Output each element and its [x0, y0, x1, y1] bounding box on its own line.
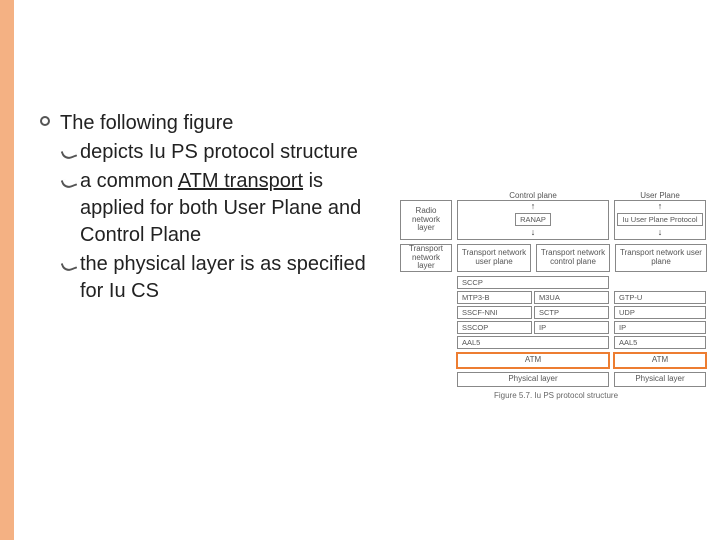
sscop-box: SSCOP	[457, 321, 532, 334]
sub-item-3: the physical layer is as specified for I…	[62, 251, 380, 305]
slide-text-block: The following figure depicts Iu PS proto…	[40, 110, 380, 307]
atm-box-2: ATM	[614, 353, 706, 368]
ip-box-1: IP	[534, 321, 609, 334]
physical-box-1: Physical layer	[457, 372, 609, 387]
arrow-icon: ↓	[531, 228, 536, 237]
udp-box: UDP	[614, 306, 706, 319]
radio-network-layer-label: Radio network layer	[400, 200, 452, 240]
arrow-icon: ↑	[658, 202, 663, 211]
control-plane-label: Control plane	[509, 191, 557, 200]
m3ua-box: M3UA	[534, 291, 609, 304]
user-plane-label: User Plane	[640, 191, 680, 200]
stack-row: SCCP MTP3-B M3UA SSCF-NNI SCTP SSCOP IP …	[400, 276, 712, 349]
accent-sidebar	[0, 0, 14, 540]
sub-item-3-text: the physical layer is as specified for I…	[80, 253, 366, 302]
main-bullet-row: The following figure	[40, 110, 380, 137]
sub-item-1: depicts Iu PS protocol structure	[62, 139, 380, 166]
arrow-icon: ↓	[658, 228, 663, 237]
bullet-icon	[40, 116, 50, 126]
spacer	[400, 353, 452, 368]
control-plane-stack: SCCP MTP3-B M3UA SSCF-NNI SCTP SSCOP IP …	[457, 276, 609, 349]
ranap-box: RANAP	[515, 213, 551, 226]
protocol-diagram: Radio network layer Control plane ↑ RANA…	[400, 200, 712, 400]
main-bullet-text: The following figure	[60, 110, 233, 137]
spacer	[400, 372, 452, 387]
aal5-box-2: AAL5	[614, 336, 706, 349]
arrow-icon: ↑	[531, 202, 536, 211]
transport-layer-label: Transport network layer	[400, 244, 452, 272]
sub-item-2-underlined: ATM transport	[178, 170, 303, 192]
user-plane-stack: GTP-U UDP IP AAL5	[614, 276, 706, 349]
sub-item-1-text: depicts Iu PS protocol structure	[80, 141, 358, 163]
ip-box-2: IP	[614, 321, 706, 334]
mtp3b-box: MTP3-B	[457, 291, 532, 304]
aal5-box-1: AAL5	[457, 336, 609, 349]
gtpu-box: GTP-U	[614, 291, 706, 304]
diagram-caption: Figure 5.7. Iu PS protocol structure	[400, 391, 712, 400]
spacer	[400, 276, 452, 349]
sub-bullet-list: depicts Iu PS protocol structure a commo…	[62, 139, 380, 305]
atm-box-1: ATM	[457, 353, 609, 368]
sub-item-2: a common ATM transport is applied for bo…	[62, 168, 380, 249]
transport-user-plane-1: Transport network user plane	[457, 244, 531, 272]
iu-user-plane-box: Iu User Plane Protocol	[617, 213, 702, 226]
transport-user-plane-2: Transport network user plane	[615, 244, 707, 272]
diagram-header-row: Radio network layer Control plane ↑ RANA…	[400, 200, 712, 240]
sctp-box: SCTP	[534, 306, 609, 319]
physical-row: Physical layer Physical layer	[400, 372, 712, 387]
transport-control-plane: Transport network control plane	[536, 244, 610, 272]
sscf-nni-box: SSCF-NNI	[457, 306, 532, 319]
transport-label-row: Transport network layer Transport networ…	[400, 244, 712, 272]
control-plane-col: Control plane ↑ RANAP ↓	[457, 200, 609, 240]
sub-item-2-before: a common	[80, 170, 178, 192]
physical-box-2: Physical layer	[614, 372, 706, 387]
atm-row: ATM ATM	[400, 353, 712, 368]
sccp-box: SCCP	[457, 276, 609, 289]
user-plane-col: User Plane ↑ Iu User Plane Protocol ↓	[614, 200, 706, 240]
